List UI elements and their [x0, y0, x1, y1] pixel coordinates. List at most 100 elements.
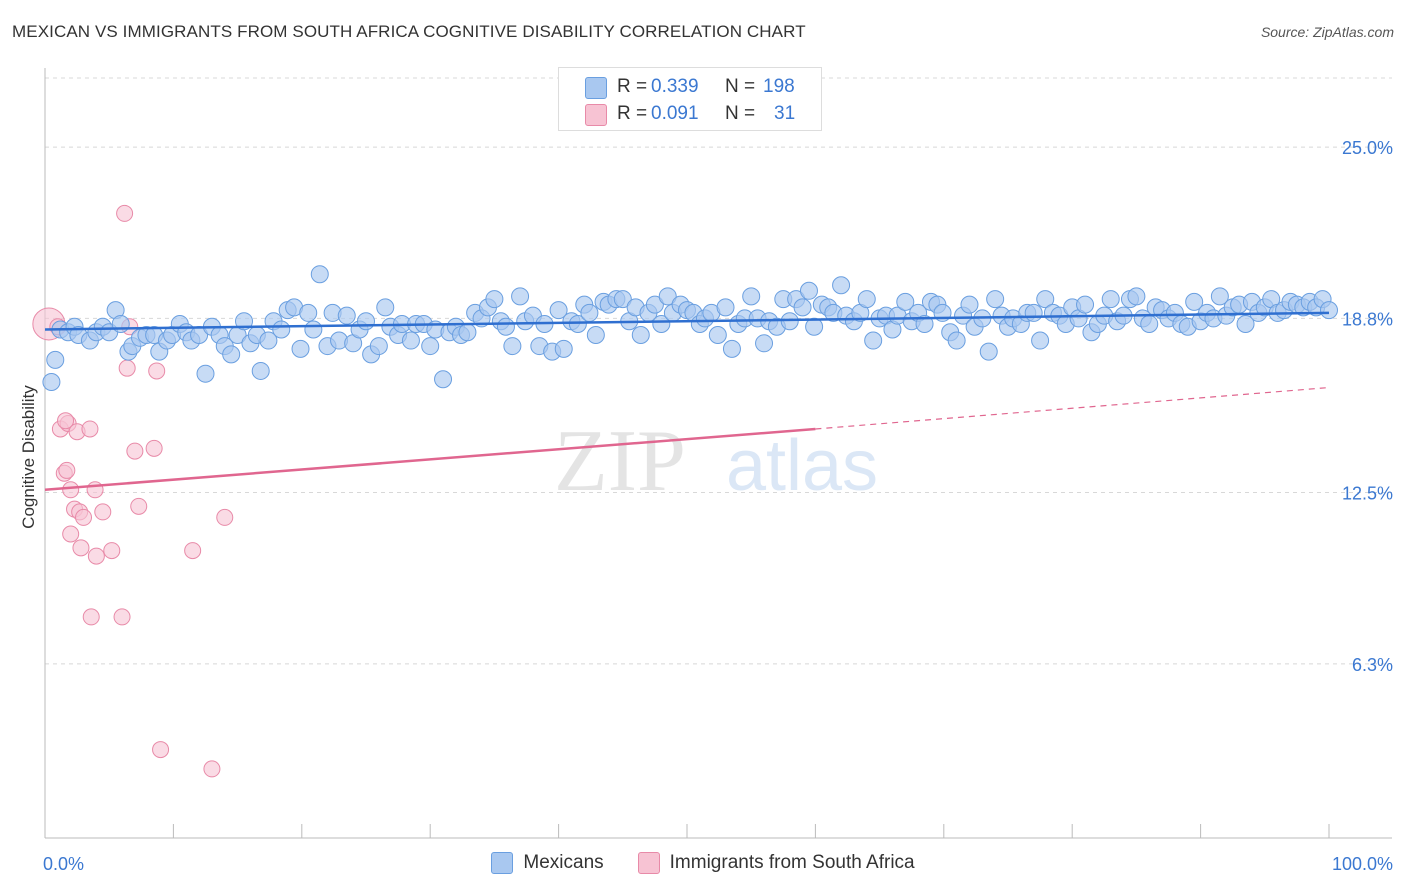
mexicans-point [421, 337, 440, 356]
south-africa-point [152, 741, 170, 759]
south-africa-swatch [585, 104, 607, 126]
mexicans-r-value: 0.339 [651, 76, 699, 97]
y-tick-labels: 6.3% 12.5% 18.8% 25.0% [1342, 138, 1393, 675]
mexicans-point [458, 323, 477, 342]
mexicans-r-label: R = [617, 76, 648, 97]
south-africa-point [184, 542, 202, 560]
mexicans-point [337, 306, 356, 325]
legend-item-mexicans[interactable]: Mexicans [491, 852, 604, 874]
south-africa-point [62, 481, 80, 499]
legend-swatch-south-africa [637, 852, 660, 874]
south-africa-point [130, 497, 148, 515]
mexicans-point [401, 331, 420, 350]
south-africa-point [148, 362, 166, 380]
x-tick-label: 0.0% [43, 854, 84, 874]
y-axis-label: Cognitive Disability [19, 385, 38, 529]
mexicans-point [251, 361, 270, 380]
mexicans-point [1140, 314, 1159, 333]
mexicans-point [1236, 314, 1255, 333]
stats-legend: R = 0.339 N = 198 R = 0.091 N = 31 [558, 67, 822, 131]
mexicans-point [793, 298, 812, 317]
mexicans-point [1076, 295, 1095, 314]
bottom-legend: Mexicans Immigrants from South Africa [0, 852, 1406, 874]
mexicans-point [1127, 287, 1146, 306]
y-tick-label: 18.8% [1342, 309, 1393, 329]
mexicans-point [369, 337, 388, 356]
mexicans-point [979, 342, 998, 361]
mexicans-n-value: 198 [763, 76, 795, 97]
x-tick-label: 100.0% [1332, 854, 1393, 874]
south-africa-r-value: 0.091 [651, 103, 699, 124]
south-africa-point [113, 608, 131, 626]
mexicans-point [799, 281, 818, 300]
legend-item-south-africa[interactable]: Immigrants from South Africa [637, 852, 915, 874]
watermark-zip: ZIP [554, 413, 686, 510]
x-tick-labels: 0.0% 100.0% [43, 854, 1393, 874]
south-africa-point [116, 204, 134, 222]
south-africa-point [72, 539, 90, 557]
mexicans-point [613, 290, 632, 309]
series-south-africa-points [32, 204, 234, 778]
mexicans-point [1101, 290, 1120, 309]
chart-source: Source: ZipAtlas.com [1260, 24, 1394, 40]
chart-title: MEXICAN VS IMMIGRANTS FROM SOUTH AFRICA … [12, 22, 806, 41]
mexicans-point [1210, 287, 1229, 306]
mexicans-point [511, 287, 530, 306]
watermark: ZIP atlas [554, 413, 878, 510]
axes [44, 68, 1392, 839]
mexicans-point [864, 331, 883, 350]
south-africa-point [87, 547, 105, 565]
mexicans-point [722, 339, 741, 358]
mexicans-point [742, 287, 761, 306]
y-tick-label: 12.5% [1342, 484, 1393, 504]
south-africa-point [203, 760, 221, 778]
mexicans-point [376, 298, 395, 317]
mexicans-point [896, 292, 915, 311]
mexicans-point [222, 345, 241, 364]
mexicans-point [299, 303, 318, 322]
mexicans-point [259, 331, 278, 350]
y-tick-label: 6.3% [1352, 655, 1393, 675]
mexicans-point [708, 326, 727, 345]
mexicans-point [554, 339, 573, 358]
mexicans-n-label: N = [725, 76, 756, 97]
mexicans-point [549, 301, 568, 320]
series-mexicans-points [42, 265, 1338, 391]
mexicans-point [496, 317, 515, 336]
south-africa-r-label: R = [617, 103, 648, 124]
south-africa-point [82, 608, 100, 626]
mexicans-point [915, 314, 934, 333]
mexicans-point [631, 326, 650, 345]
trend-lines [44, 311, 1330, 492]
south-africa-point [118, 359, 136, 377]
y-tick-label: 25.0% [1342, 138, 1393, 158]
south-africa-point [103, 542, 121, 560]
mexicans-swatch [585, 77, 607, 99]
mexicans-point [42, 373, 61, 391]
grid-lines [45, 77, 1392, 665]
south-africa-point [58, 461, 76, 479]
mexicans-point [645, 295, 664, 314]
mexicans-point [1185, 292, 1204, 311]
south-africa-trend-line [44, 427, 816, 492]
mexicans-point [832, 276, 851, 295]
legend-swatch-mexicans [491, 852, 514, 874]
mexicans-point [658, 287, 677, 306]
mexicans-point [235, 312, 254, 331]
south-africa-n-label: N = [725, 103, 756, 124]
south-africa-point [216, 508, 234, 526]
mexicans-point [111, 314, 130, 333]
mexicans-point [1036, 290, 1055, 309]
mexicans-point [716, 298, 735, 317]
mexicans-point [960, 295, 979, 314]
mexicans-point [1320, 301, 1338, 320]
south-africa-point [126, 442, 144, 460]
mexicans-point [755, 334, 774, 353]
mexicans-point [310, 265, 329, 284]
mexicans-trend-line [44, 311, 1330, 331]
south-africa-point [94, 503, 112, 521]
mexicans-point [485, 290, 504, 309]
mexicans-point [357, 312, 375, 331]
mexicans-point [652, 314, 671, 333]
